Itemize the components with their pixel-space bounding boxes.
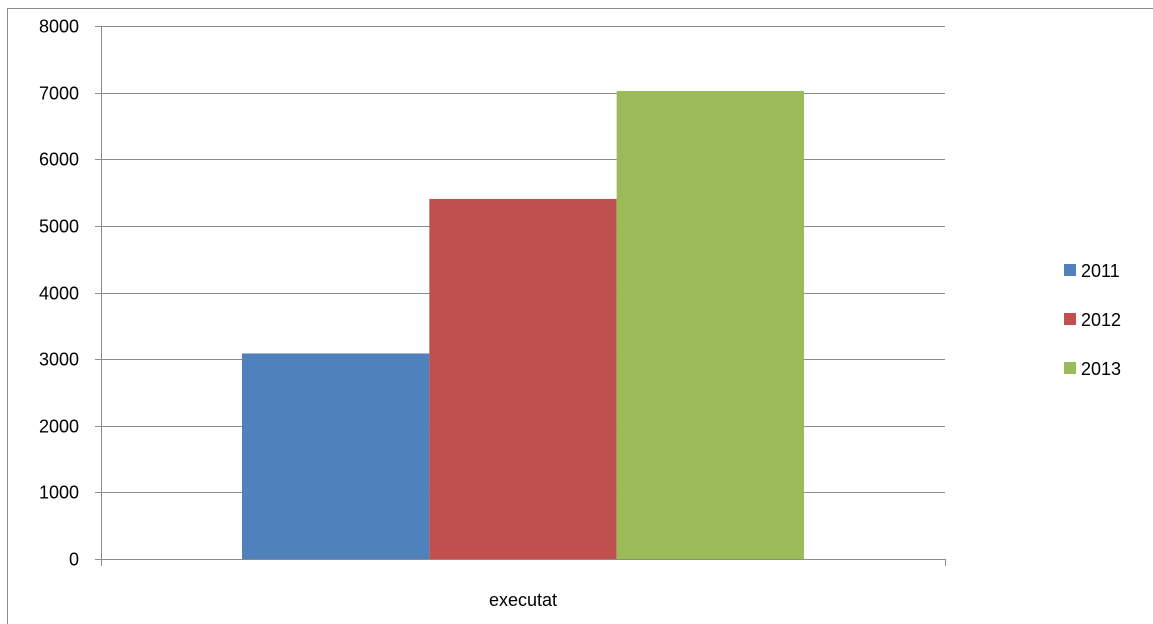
y-tick-label: 6000 <box>39 150 79 170</box>
x-tick-label: executat <box>489 590 557 610</box>
axes <box>95 26 946 566</box>
legend-swatch-2011 <box>1064 264 1076 276</box>
y-tick-label: 0 <box>69 550 79 570</box>
bar-group <box>242 90 804 559</box>
x-axis-tick-labels: executat <box>489 590 557 610</box>
y-tick-label: 2000 <box>39 417 79 437</box>
legend-label: 2012 <box>1081 310 1121 330</box>
y-tick-label: 7000 <box>39 84 79 104</box>
legend-swatch-2012 <box>1064 313 1076 325</box>
y-tick-label: 3000 <box>39 350 79 370</box>
chart-frame <box>7 8 1153 624</box>
bar-2012 <box>429 198 617 559</box>
legend-label: 2013 <box>1081 359 1121 379</box>
legend-swatch-2013 <box>1064 362 1076 374</box>
y-tick-label: 5000 <box>39 217 79 237</box>
y-tick-label: 4000 <box>39 284 79 304</box>
legend: 2011 2012 2013 <box>1064 261 1121 379</box>
legend-label: 2011 <box>1081 261 1120 281</box>
bar-2011 <box>242 353 430 559</box>
y-axis-tick-labels: 0 1000 2000 3000 4000 5000 6000 7000 8000 <box>39 17 79 570</box>
y-tick-label: 8000 <box>39 17 79 37</box>
y-tick-label: 1000 <box>39 483 79 503</box>
bar-2013 <box>616 90 804 559</box>
